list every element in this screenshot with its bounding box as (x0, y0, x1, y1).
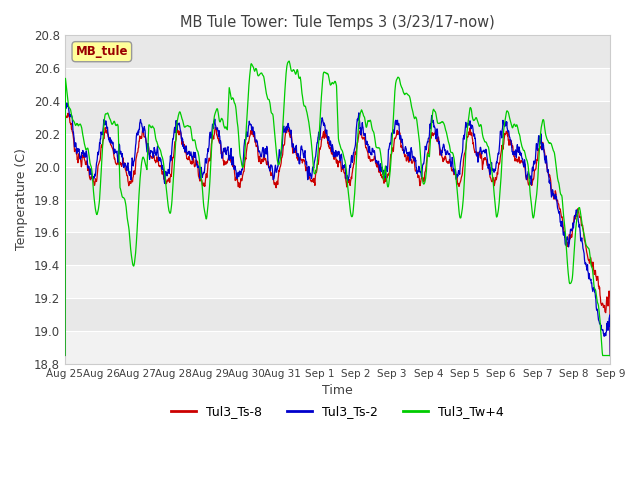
Bar (65, 298, 611, 331)
Title: MB Tule Tower: Tule Temps 3 (3/23/17-now): MB Tule Tower: Tule Temps 3 (3/23/17-now… (180, 15, 495, 30)
Y-axis label: Temperature (C): Temperature (C) (15, 149, 28, 251)
Bar (65, 331, 611, 364)
Bar (65, 101, 611, 134)
Bar (65, 36, 611, 68)
Bar (65, 232, 611, 265)
Bar (65, 265, 611, 298)
Legend: Tul3_Ts-8, Tul3_Ts-2, Tul3_Tw+4: Tul3_Ts-8, Tul3_Ts-2, Tul3_Tw+4 (166, 400, 509, 423)
Bar (65, 68, 611, 101)
X-axis label: Time: Time (322, 384, 353, 397)
Bar (65, 200, 611, 232)
Bar (65, 134, 611, 167)
Bar (65, 167, 611, 200)
Text: MB_tule: MB_tule (76, 45, 128, 58)
